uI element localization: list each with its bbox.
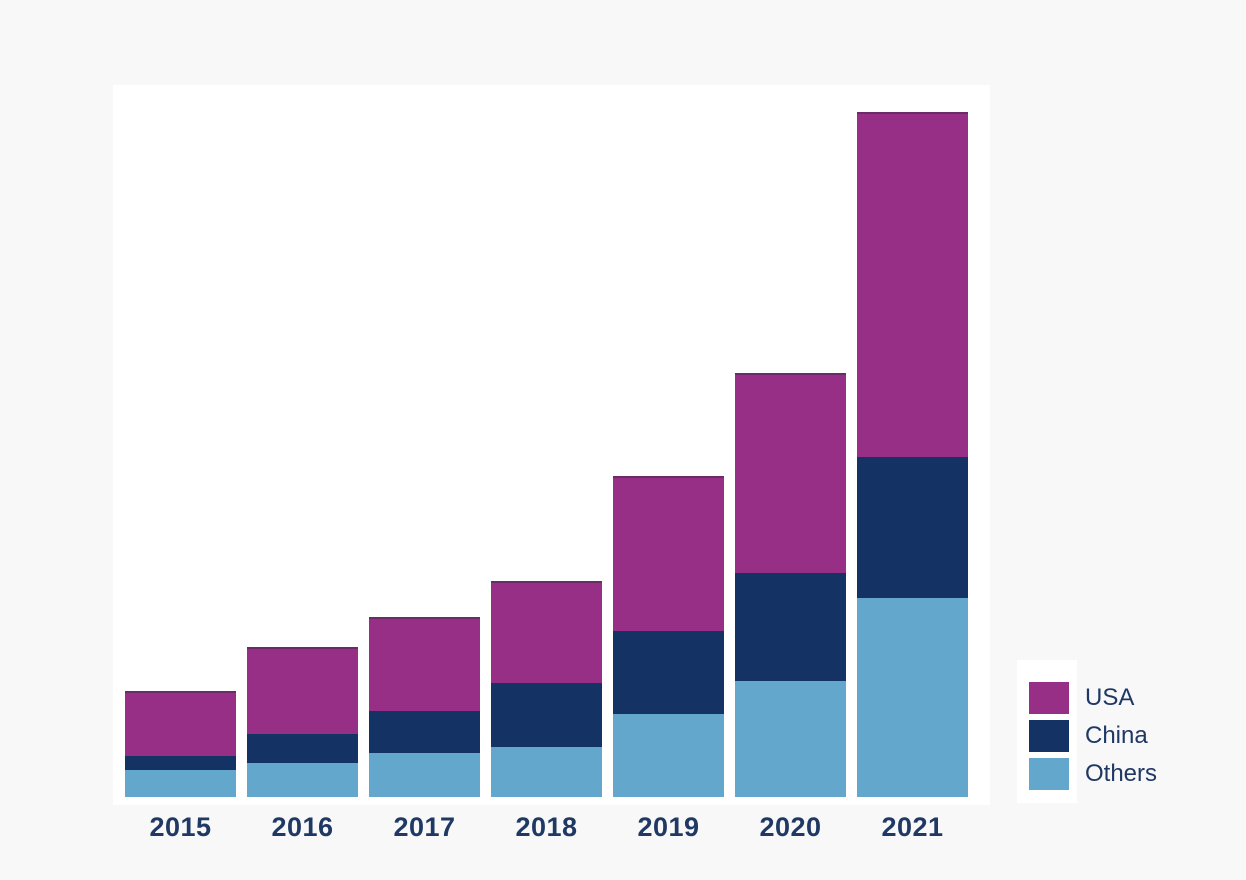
bar-segment-china-2016 xyxy=(247,734,358,763)
bar-segment-others-2016 xyxy=(247,763,358,797)
bar-segment-others-2020 xyxy=(735,681,846,797)
legend-label-others: Others xyxy=(1085,759,1158,787)
legend-item-others: Others xyxy=(1029,757,1157,790)
bar-2020 xyxy=(735,373,846,797)
bar-2017 xyxy=(369,617,480,797)
bar-segment-usa-2018 xyxy=(491,581,602,683)
x-label-2020: 2020 xyxy=(759,812,822,842)
bar-segment-china-2020 xyxy=(735,573,846,681)
legend-item-china: China xyxy=(1029,719,1157,752)
bar-segment-others-2019 xyxy=(613,714,724,797)
x-label-2016: 2016 xyxy=(271,812,334,842)
bar-segment-china-2021 xyxy=(857,457,968,598)
bar-segment-usa-2016 xyxy=(247,647,358,734)
bar-2016 xyxy=(247,647,358,797)
bar-2018 xyxy=(491,581,602,797)
bar-segment-usa-2017 xyxy=(369,617,480,711)
bar-segment-usa-2019 xyxy=(613,476,724,631)
bar-segment-others-2018 xyxy=(491,747,602,797)
bar-2015 xyxy=(125,691,236,797)
bar-2019 xyxy=(613,476,724,797)
legend-swatch-usa xyxy=(1029,681,1069,714)
x-label-2021: 2021 xyxy=(881,812,944,842)
bar-segment-china-2017 xyxy=(369,711,480,753)
x-label-2015: 2015 xyxy=(149,812,212,842)
legend: USA China Others xyxy=(1029,681,1157,795)
stacked-bar-chart xyxy=(113,85,990,805)
bar-segment-china-2018 xyxy=(491,683,602,747)
x-axis-labels: 2015 2016 2017 2018 2019 2020 2021 xyxy=(125,812,979,843)
x-label-2018: 2018 xyxy=(515,812,578,842)
bar-segment-others-2021 xyxy=(857,598,968,797)
bar-segment-china-2015 xyxy=(125,756,236,770)
x-label-2019: 2019 xyxy=(637,812,700,842)
bar-segment-others-2017 xyxy=(369,753,480,797)
x-label-2017: 2017 xyxy=(393,812,456,842)
legend-item-usa: USA xyxy=(1029,681,1157,714)
bar-segment-usa-2021 xyxy=(857,112,968,457)
plot-area xyxy=(113,85,990,805)
legend-swatch-china xyxy=(1029,719,1069,752)
bar-2021 xyxy=(857,112,968,797)
bar-segment-china-2019 xyxy=(613,631,724,714)
bar-segment-others-2015 xyxy=(125,770,236,797)
legend-label-usa: USA xyxy=(1085,683,1135,711)
bar-segment-usa-2015 xyxy=(125,691,236,756)
bar-segment-usa-2020 xyxy=(735,373,846,573)
legend-label-china: China xyxy=(1085,721,1148,749)
legend-swatch-others xyxy=(1029,757,1069,790)
